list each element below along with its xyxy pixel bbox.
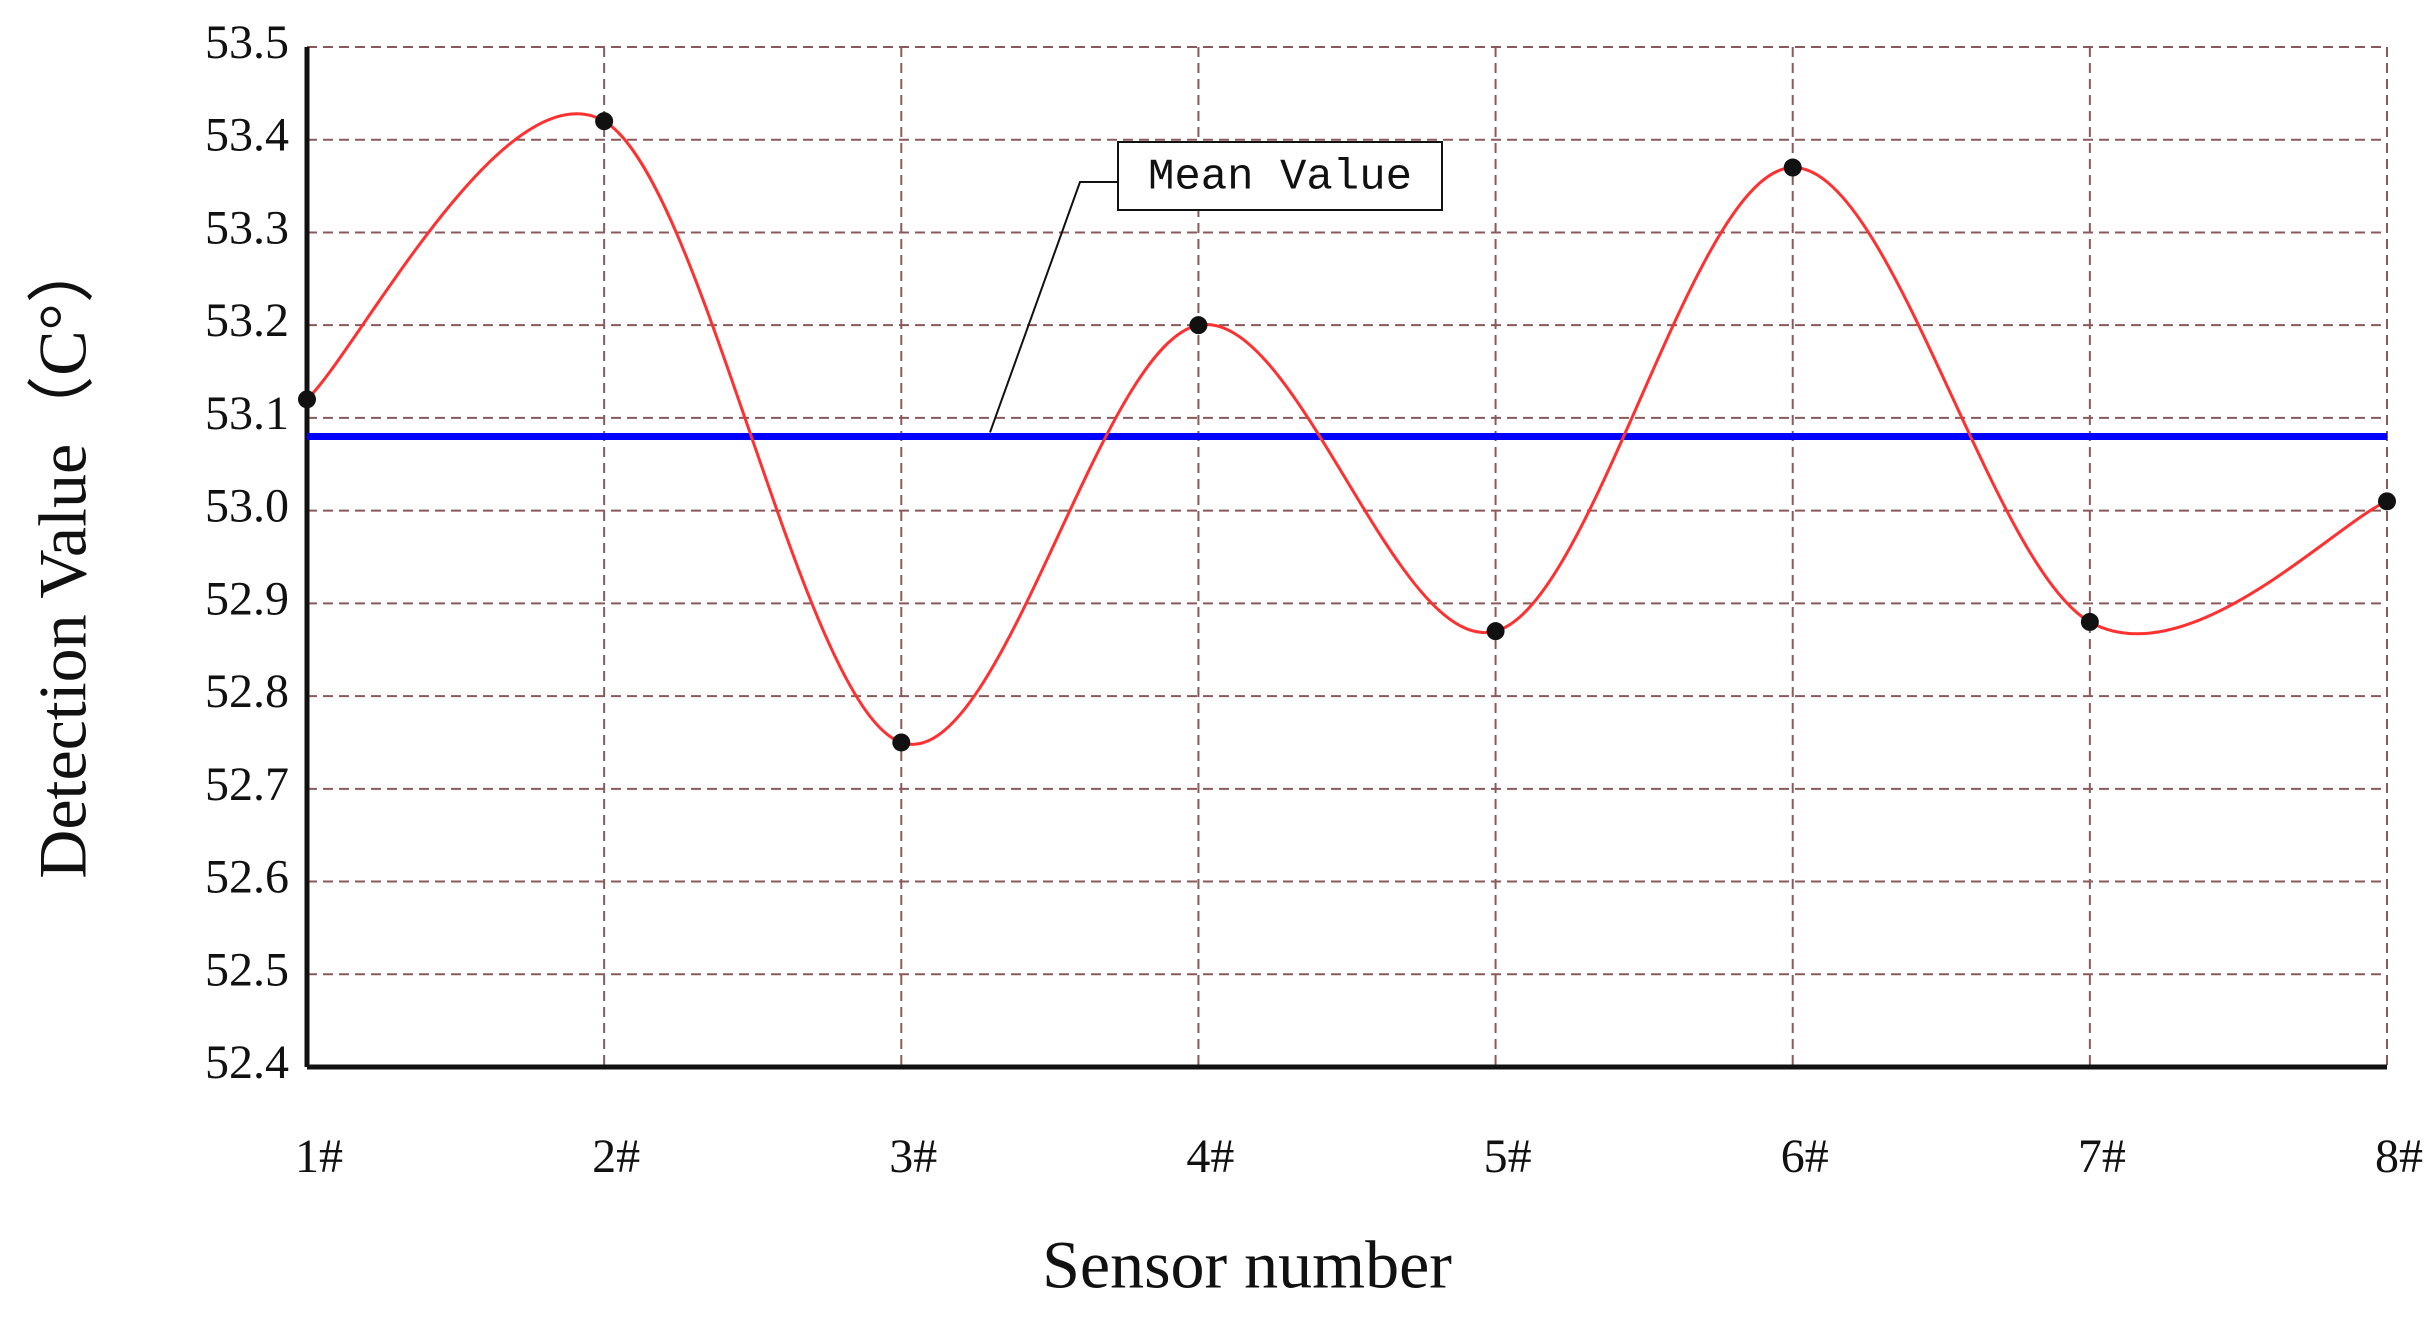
x-tick-label: 4# [1186,1130,1234,1183]
annotation-label: Mean Value [1148,153,1412,203]
x-axis-title: Sensor number [1042,1227,1452,1303]
data-point [1189,316,1208,335]
data-point [892,733,911,752]
y-tick-label: 53.4 [205,109,289,162]
y-tick-label: 52.5 [205,943,289,996]
x-tick-label: 6# [1781,1130,1829,1183]
annotation-box [1117,141,1443,211]
y-tick-label: 52.7 [205,758,289,811]
x-tick-label: 7# [2078,1130,2126,1183]
x-tick-label: 2# [592,1130,640,1183]
x-tick-label: 8# [2375,1130,2423,1183]
annotation-leader [989,181,1118,433]
data-point [298,390,316,409]
data-point [2080,612,2099,631]
data-point [2378,492,2396,511]
y-tick-label: 53.0 [205,480,289,533]
y-tick-label: 53.5 [205,16,289,69]
y-tick-label: 53.2 [205,294,289,347]
y-tick-label: 52.4 [205,1036,289,1089]
y-tick-label: 52.8 [205,665,289,718]
y-tick-label: 53.1 [205,387,289,440]
x-tick-label: 1# [295,1130,343,1183]
data-point [595,112,614,131]
y-tick-label: 53.3 [205,201,289,254]
y-axis-title: Detection Value（C°） [25,235,101,878]
x-tick-label: 3# [889,1130,937,1183]
data-line [305,112,2388,746]
x-tick-label: 5# [1484,1130,1532,1183]
y-tick-label: 52.9 [205,572,289,625]
y-tick-label: 52.6 [205,851,289,904]
data-point [1486,622,1505,641]
data-point [1783,158,1802,177]
